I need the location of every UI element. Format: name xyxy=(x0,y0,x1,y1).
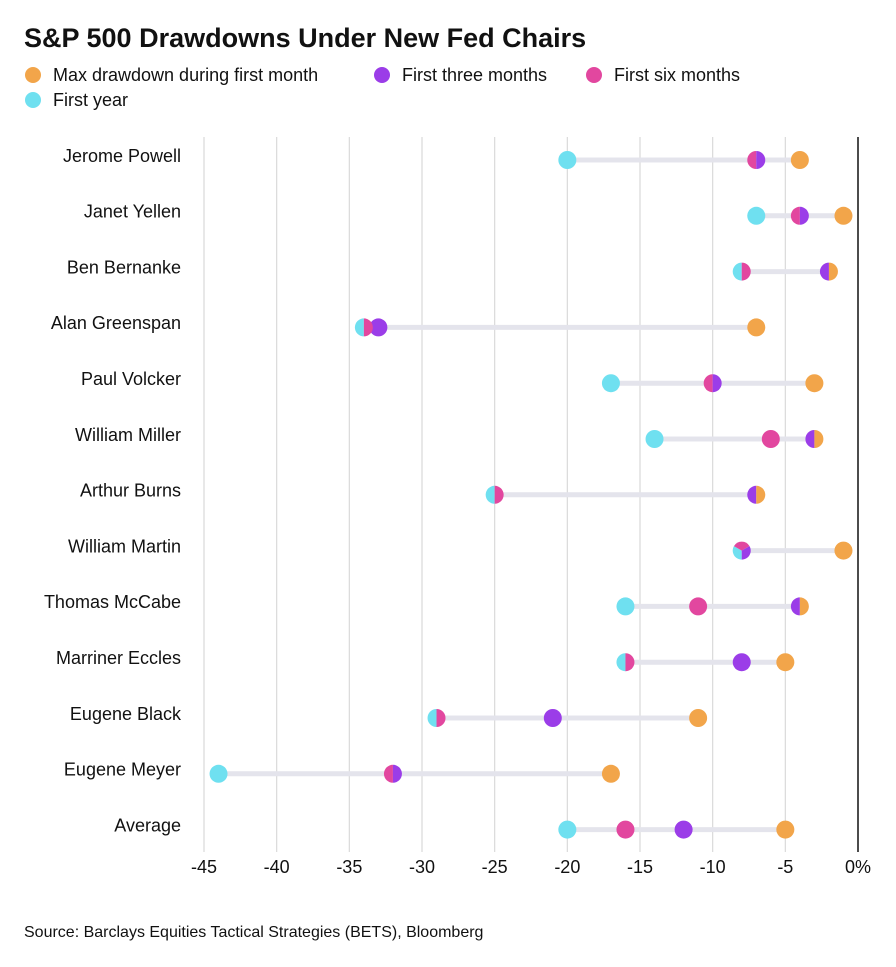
dot xyxy=(689,597,708,616)
row-label: Paul Volcker xyxy=(81,369,181,389)
x-tick-label: -25 xyxy=(482,857,508,877)
dot xyxy=(543,709,562,727)
legend-label: First six months xyxy=(614,65,740,85)
dot xyxy=(645,430,664,448)
x-tick-label: 0% xyxy=(845,857,871,877)
dot xyxy=(828,262,838,281)
dot xyxy=(790,151,809,169)
legend-label: Max drawdown during first month xyxy=(53,65,318,85)
x-tick-label: -10 xyxy=(700,857,726,877)
row-label: Janet Yellen xyxy=(84,202,181,222)
dot xyxy=(790,597,800,616)
legend-swatch xyxy=(374,67,390,83)
dot xyxy=(790,206,800,225)
dot xyxy=(761,430,780,448)
dot xyxy=(799,206,809,225)
row-label: Average xyxy=(114,815,181,835)
x-tick-label: -15 xyxy=(627,857,653,877)
legend-label: First three months xyxy=(402,65,547,85)
dot xyxy=(209,764,228,783)
row-label: Eugene Black xyxy=(70,704,182,724)
x-tick-label: -20 xyxy=(554,857,580,877)
dot xyxy=(747,485,757,504)
dot xyxy=(805,374,824,393)
row-label: Alan Greenspan xyxy=(51,313,181,333)
dot xyxy=(625,653,635,672)
legend-label: First year xyxy=(53,90,128,110)
dot xyxy=(558,820,577,839)
dot xyxy=(703,374,713,393)
dot xyxy=(494,485,504,504)
dot xyxy=(756,485,766,504)
dot xyxy=(354,318,364,337)
dot xyxy=(616,597,635,616)
dot xyxy=(733,541,750,551)
row-label: Marriner Eccles xyxy=(56,648,181,668)
dot xyxy=(747,206,766,225)
legend-swatch xyxy=(586,67,602,83)
dot xyxy=(747,151,757,169)
dot xyxy=(427,709,437,727)
dot xyxy=(392,764,402,783)
row-label: Jerome Powell xyxy=(63,146,181,166)
row-label: Thomas McCabe xyxy=(44,592,181,612)
x-tick-label: -30 xyxy=(409,857,435,877)
legend-swatch xyxy=(25,92,41,108)
dot xyxy=(834,206,853,225)
chart-title: S&P 500 Drawdowns Under New Fed Chairs xyxy=(24,23,586,53)
dot xyxy=(805,430,815,448)
dot xyxy=(436,709,446,727)
x-tick-label: -45 xyxy=(191,857,217,877)
dot xyxy=(601,764,620,783)
x-tick-label: -40 xyxy=(264,857,290,877)
dot xyxy=(363,318,373,337)
dot xyxy=(558,151,577,169)
row-label: William Martin xyxy=(68,536,181,556)
row-label: Eugene Meyer xyxy=(64,760,181,780)
dot xyxy=(799,597,809,616)
x-tick-label: -35 xyxy=(336,857,362,877)
dot xyxy=(485,485,495,504)
dot xyxy=(616,653,626,672)
row-label: Arthur Burns xyxy=(80,481,181,501)
dot xyxy=(776,820,795,839)
dot xyxy=(732,653,751,672)
row-label: William Miller xyxy=(75,425,181,445)
legend-swatch xyxy=(25,67,41,83)
dot xyxy=(741,262,751,281)
dot xyxy=(834,541,853,560)
dot xyxy=(369,318,388,337)
dot xyxy=(819,262,829,281)
dot xyxy=(601,374,620,393)
dot xyxy=(814,430,824,448)
dot xyxy=(712,374,722,393)
dot xyxy=(732,546,742,560)
dot xyxy=(732,262,742,281)
dot xyxy=(747,318,766,337)
dot xyxy=(616,820,635,839)
dot xyxy=(741,546,751,560)
dot xyxy=(674,820,693,839)
dot xyxy=(689,709,708,727)
row-label: Ben Bernanke xyxy=(67,257,181,277)
source: Source: Barclays Equities Tactical Strat… xyxy=(24,924,483,941)
dot xyxy=(383,764,393,783)
dot xyxy=(776,653,795,672)
x-tick-label: -5 xyxy=(777,857,793,877)
dot xyxy=(756,151,766,169)
